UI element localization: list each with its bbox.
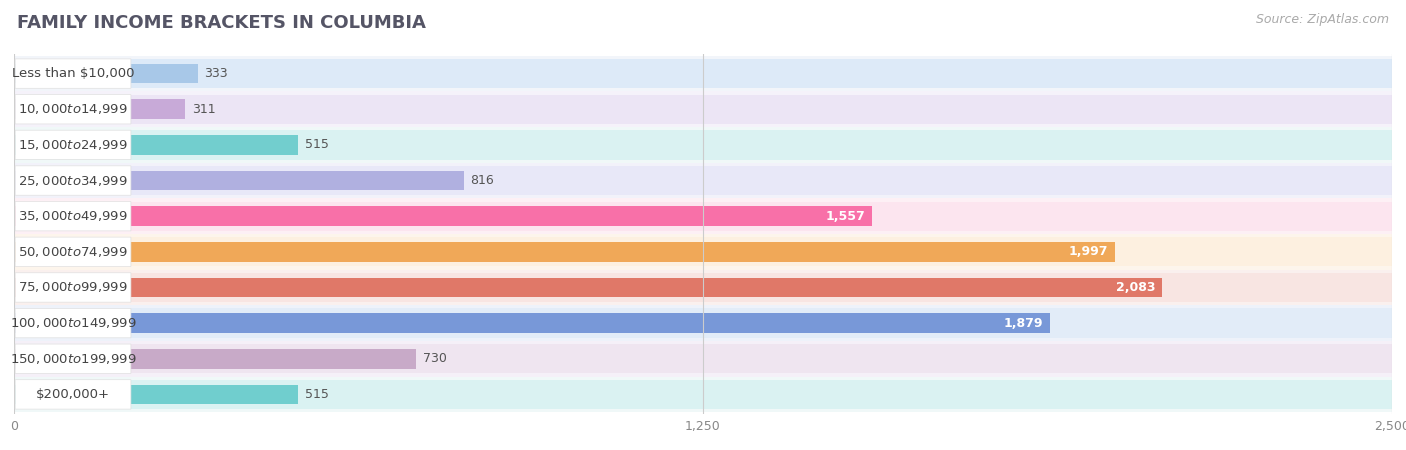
Bar [14,278,1163,297]
Bar [14,99,186,119]
FancyBboxPatch shape [15,273,131,302]
Text: 311: 311 [193,103,215,116]
Bar [14,237,1392,266]
Bar [14,166,1392,195]
Text: 1,997: 1,997 [1069,245,1108,258]
Bar [14,309,1392,338]
Bar [14,135,298,155]
Text: $75,000 to $99,999: $75,000 to $99,999 [18,280,128,294]
Text: 515: 515 [305,388,329,401]
Bar [14,234,1392,270]
Text: $100,000 to $149,999: $100,000 to $149,999 [10,316,136,330]
Text: FAMILY INCOME BRACKETS IN COLUMBIA: FAMILY INCOME BRACKETS IN COLUMBIA [17,14,426,32]
Bar [14,242,1115,261]
Text: $10,000 to $14,999: $10,000 to $14,999 [18,102,128,116]
Text: 333: 333 [204,67,228,80]
Text: $15,000 to $24,999: $15,000 to $24,999 [18,138,128,152]
Bar [14,305,1392,341]
Bar [14,313,1050,333]
Bar [14,377,1392,412]
Text: 1,879: 1,879 [1004,317,1043,329]
FancyBboxPatch shape [15,202,131,231]
Text: 515: 515 [305,139,329,151]
FancyBboxPatch shape [15,344,131,374]
Bar [14,385,298,404]
Text: $150,000 to $199,999: $150,000 to $199,999 [10,352,136,366]
Text: 2,083: 2,083 [1116,281,1156,294]
Bar [14,94,1392,124]
FancyBboxPatch shape [15,237,131,266]
Text: Source: ZipAtlas.com: Source: ZipAtlas.com [1256,14,1389,27]
Bar [14,59,1392,88]
Bar [14,341,1392,377]
Text: $25,000 to $34,999: $25,000 to $34,999 [18,174,128,188]
FancyBboxPatch shape [15,308,131,338]
FancyBboxPatch shape [15,130,131,160]
Bar [14,207,872,226]
FancyBboxPatch shape [15,94,131,124]
Bar [14,270,1392,305]
Bar [14,344,1392,374]
Text: 730: 730 [423,352,447,365]
FancyBboxPatch shape [15,166,131,195]
FancyBboxPatch shape [15,380,131,409]
Text: Less than $10,000: Less than $10,000 [11,67,135,80]
Text: $50,000 to $74,999: $50,000 to $74,999 [18,245,128,259]
Bar [14,130,1392,159]
Text: $35,000 to $49,999: $35,000 to $49,999 [18,209,128,223]
Bar [14,163,1392,198]
Bar [14,56,1392,91]
Text: 1,557: 1,557 [825,210,866,223]
Bar [14,202,1392,231]
Bar [14,349,416,369]
Text: 816: 816 [471,174,494,187]
Bar [14,127,1392,163]
Text: $200,000+: $200,000+ [37,388,110,401]
Bar [14,273,1392,302]
Bar [14,198,1392,234]
Bar [14,91,1392,127]
Bar [14,380,1392,409]
Bar [14,171,464,190]
Bar [14,64,198,83]
FancyBboxPatch shape [15,59,131,88]
